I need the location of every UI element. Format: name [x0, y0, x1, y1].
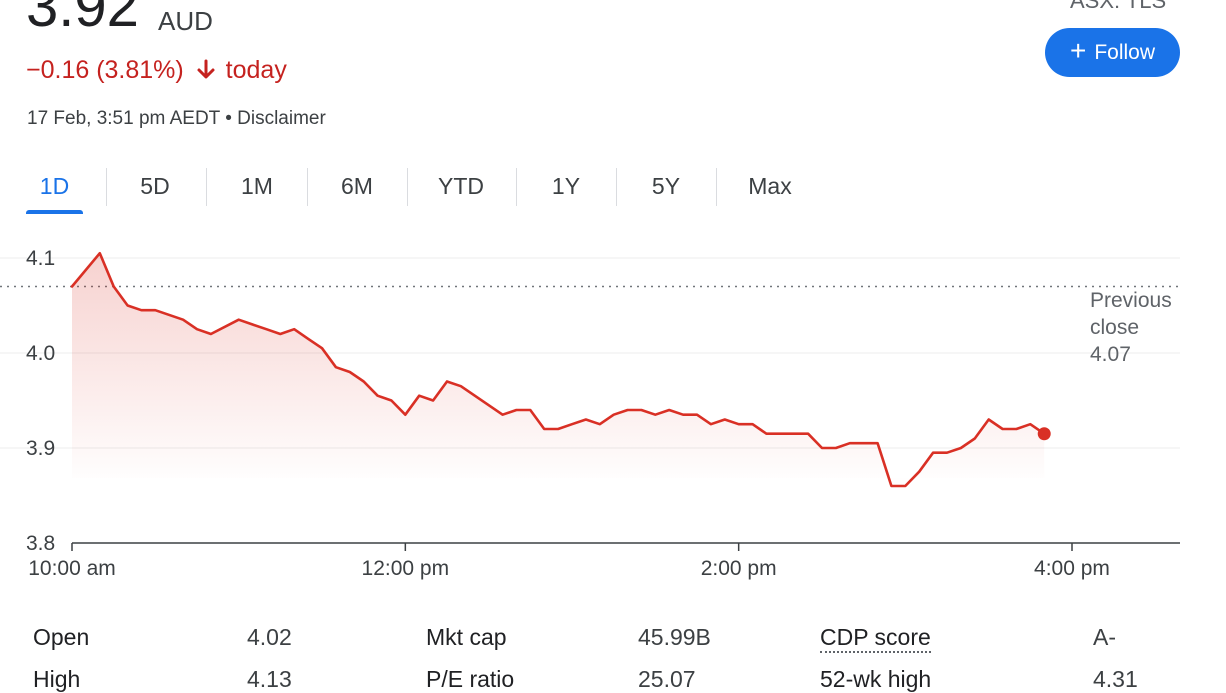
- tab-divider: [106, 168, 107, 206]
- change-value: −0.16 (3.81%): [26, 56, 184, 84]
- previous-close-label: 4.07: [1090, 343, 1131, 366]
- stat-label-mkt-cap: Mkt cap: [426, 624, 507, 650]
- tab-ytd[interactable]: YTD: [438, 172, 484, 199]
- x-tick-label: 4:00 pm: [1034, 557, 1110, 580]
- tab-divider: [716, 168, 717, 206]
- arrow-down-icon: [195, 59, 217, 81]
- y-tick-label: 4.1: [26, 247, 55, 270]
- tab-divider: [616, 168, 617, 206]
- stat-label-open: Open: [33, 624, 90, 650]
- previous-close-label: close: [1090, 316, 1139, 339]
- stat-value-mkt-cap: 45.99B: [638, 624, 711, 650]
- previous-close-label: Previous: [1090, 289, 1172, 312]
- follow-label: Follow: [1094, 40, 1156, 64]
- stat-label-high: High: [33, 666, 81, 692]
- stat-label-cdp-score[interactable]: CDP score: [820, 624, 931, 653]
- stat-label-pe-ratio: P/E ratio: [426, 666, 515, 692]
- tab-divider: [206, 168, 207, 206]
- tab-divider: [307, 168, 308, 206]
- tab-1m[interactable]: 1M: [241, 172, 273, 199]
- timestamp: 17 Feb, 3:51 pm AEDT • Disclaimer: [27, 108, 326, 129]
- stat-label-52wk-high: 52-wk high: [820, 666, 932, 692]
- stat-value-cdp-score: A-: [1093, 624, 1116, 650]
- x-tick-label: 12:00 pm: [362, 557, 450, 580]
- tab-1d[interactable]: 1D: [26, 160, 83, 214]
- y-tick-label: 3.9: [26, 437, 55, 460]
- price-chart[interactable]: 3.8 3.9 4.0 4.1 10:00 am 12:00 pm 2:00 pm 4:00 …: [0, 230, 1226, 590]
- stat-value-open: 4.02: [247, 624, 292, 650]
- y-tick-label: 4.0: [26, 342, 55, 365]
- tab-1y[interactable]: 1Y: [551, 172, 581, 199]
- tab-divider: [516, 168, 517, 206]
- current-price-dot: [1037, 427, 1051, 441]
- price-change: −0.16 (3.81%) today: [26, 56, 287, 85]
- tab-max[interactable]: Max: [748, 172, 792, 199]
- x-tick-label: 10:00 am: [28, 557, 116, 580]
- plus-icon: +: [1069, 35, 1087, 66]
- price-line: [70, 251, 1046, 488]
- stat-value-pe-ratio: 25.07: [638, 666, 696, 692]
- ticker-label: ASX: TLS: [1070, 0, 1167, 13]
- y-tick-label: 3.8: [26, 532, 55, 555]
- tab-divider: [407, 168, 408, 206]
- tab-5y[interactable]: 5Y: [651, 172, 681, 199]
- stat-value-52wk-high: 4.31: [1093, 666, 1138, 692]
- follow-button[interactable]: + Follow: [1045, 28, 1180, 77]
- currency-label: AUD: [158, 6, 213, 36]
- price-area: [72, 253, 1045, 486]
- price: 3.92: [26, 0, 139, 39]
- tab-6m[interactable]: 6M: [341, 172, 373, 199]
- stat-value-high: 4.13: [247, 666, 292, 692]
- change-suffix: today: [225, 56, 287, 84]
- tab-5d[interactable]: 5D: [140, 172, 170, 199]
- range-tabs: 1D 5D 1M 6M YTD 1Y 5Y Max: [26, 160, 826, 214]
- x-tick-label: 2:00 pm: [701, 557, 777, 580]
